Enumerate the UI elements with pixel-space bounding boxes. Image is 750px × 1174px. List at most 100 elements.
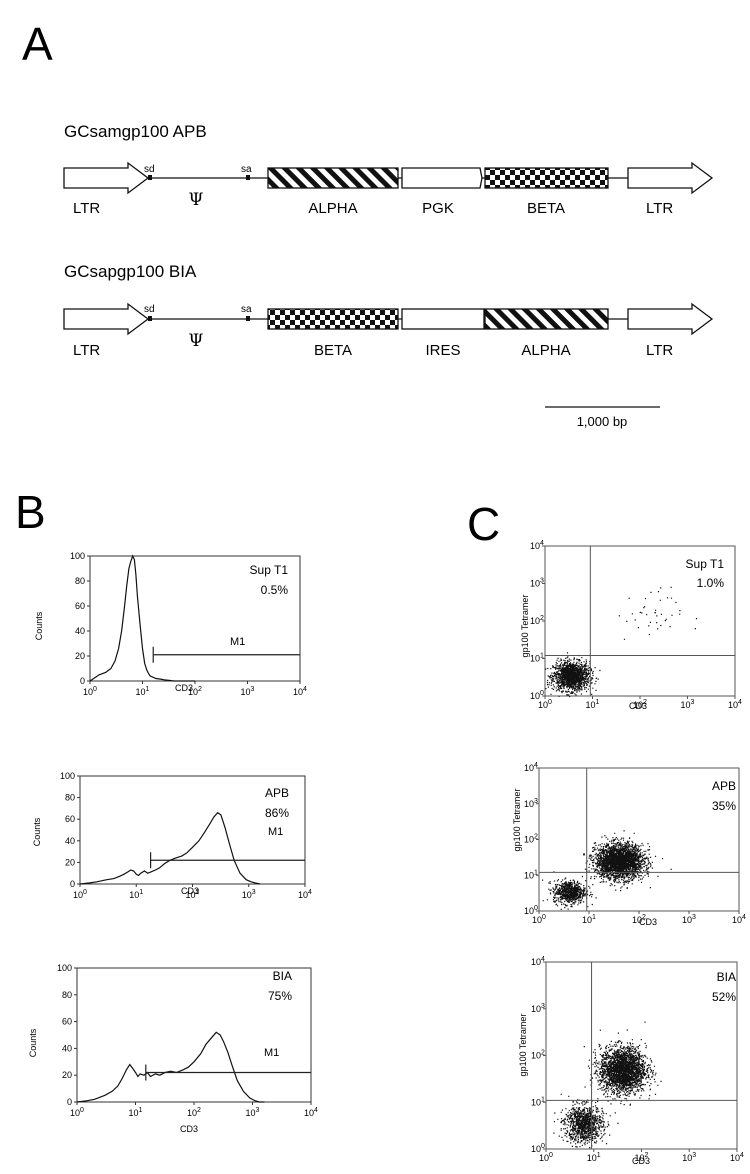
- y-tick-label: 0: [70, 879, 75, 889]
- sd-site: [148, 316, 152, 321]
- sd-label: sd: [144, 164, 155, 175]
- x-tick-label: 100: [70, 1107, 84, 1118]
- histogram-curve: [89, 554, 195, 682]
- y-axis-label: gp100 Tetramer: [518, 1014, 528, 1077]
- percent-label: 75%: [268, 989, 292, 1003]
- y-axis-label: gp100 Tetramer: [512, 789, 522, 852]
- y-tick-label: 80: [75, 576, 85, 586]
- histogram-sup-t1: Sup T1 0.5% M1 CD3 Counts 0 20 40 60 80 100 10…: [34, 551, 307, 697]
- x-axis-label: CD3: [181, 886, 199, 896]
- x-tick-label: 102: [632, 914, 646, 925]
- construct-title: GCsapgp100 BIA: [64, 262, 197, 281]
- y-tick-label: 60: [65, 814, 75, 824]
- sa-label: sa: [241, 304, 252, 315]
- pgk-promoter: [401, 167, 483, 189]
- y-tick-label: 104: [531, 956, 545, 967]
- y-tick-label: 102: [530, 615, 544, 626]
- y-tick-label: 100: [70, 551, 85, 561]
- alpha-block: [267, 167, 399, 189]
- x-tick-label: 102: [633, 699, 647, 710]
- sa-label: sa: [241, 164, 252, 175]
- x-tick-label: 104: [298, 889, 312, 900]
- x-axis-label: CD3: [632, 1156, 650, 1166]
- construct-title: GCsamgp100 APB: [64, 122, 207, 141]
- y-tick-label: 20: [75, 651, 85, 661]
- x-tick-label: 103: [682, 1152, 696, 1163]
- scatter-points: [545, 586, 698, 698]
- y-tick-label: 20: [62, 1070, 72, 1080]
- x-tick-label: 100: [539, 1152, 553, 1163]
- y-tick-label: 100: [60, 771, 75, 781]
- x-tick-label: 100: [83, 686, 97, 697]
- x-tick-label: 101: [586, 699, 600, 710]
- gate-label: M1: [230, 636, 245, 648]
- alpha-block: [484, 308, 609, 330]
- histogram-curve: [76, 1031, 265, 1103]
- ltr-arrow-right: [627, 161, 714, 195]
- y-axis-label: gp100 Tetramer: [520, 595, 530, 658]
- x-tick-label: 104: [728, 699, 742, 710]
- x-tick-label: 101: [587, 1152, 601, 1163]
- block1-label: BETA: [314, 342, 352, 359]
- ltr-arrow-left: [63, 161, 150, 195]
- y-tick-label: 40: [62, 1043, 72, 1053]
- panel-b-letter: B: [15, 486, 46, 538]
- ires-element: [401, 308, 485, 330]
- percent-label: 52%: [712, 990, 736, 1004]
- x-tick-label: 100: [73, 889, 87, 900]
- sample-label: Sup T1: [250, 563, 289, 577]
- panel-c-letter: C: [467, 498, 500, 550]
- y-tick-label: 103: [531, 1003, 545, 1014]
- construct-bia: GCsapgp100 BIA sd sa LTR Ψ BETA IRES ALP…: [63, 262, 714, 359]
- ltr-right-label: LTR: [646, 342, 673, 359]
- x-tick-label: 104: [730, 1152, 744, 1163]
- y-axis-label: Counts: [34, 611, 44, 640]
- y-tick-label: 20: [65, 857, 75, 867]
- ltr-right-label: LTR: [646, 200, 673, 217]
- y-tick-label: 104: [530, 540, 544, 551]
- x-tick-label: 102: [188, 686, 202, 697]
- block1-label: ALPHA: [308, 200, 357, 217]
- percent-label: 1.0%: [697, 576, 725, 590]
- block2-label: PGK: [422, 200, 454, 217]
- block3-label: BETA: [527, 200, 565, 217]
- histogram-curve: [79, 811, 261, 885]
- y-tick-label: 101: [531, 1096, 545, 1107]
- x-tick-label: 101: [136, 686, 150, 697]
- y-tick-label: 0: [67, 1097, 72, 1107]
- scatter-points: [553, 1021, 662, 1149]
- block3-label: ALPHA: [521, 342, 570, 359]
- x-tick-label: 103: [241, 686, 255, 697]
- y-tick-label: 103: [530, 578, 544, 589]
- y-tick-label: 40: [65, 836, 75, 846]
- x-tick-label: 103: [681, 699, 695, 710]
- x-tick-label: 103: [242, 889, 256, 900]
- construct-apb: GCsamgp100 APB sd sa LTR Ψ ALPHA PGK BET…: [63, 122, 714, 217]
- y-tick-label: 100: [531, 1143, 545, 1154]
- y-tick-label: 102: [524, 834, 538, 845]
- scale-bar-label: 1,000 bp: [577, 414, 628, 429]
- sample-label: BIA: [273, 969, 292, 983]
- ltr-arrow-right: [627, 302, 714, 336]
- ltr-arrow-left: [63, 302, 150, 336]
- y-tick-label: 0: [80, 676, 85, 686]
- sa-site: [246, 175, 250, 180]
- x-tick-label: 101: [129, 1107, 143, 1118]
- x-tick-label: 100: [538, 699, 552, 710]
- percent-label: 35%: [712, 799, 736, 813]
- psi-symbol: Ψ: [189, 331, 204, 351]
- panel-a-letter: A: [22, 18, 53, 70]
- x-axis-label: CD3: [180, 1124, 198, 1134]
- beta-block: [267, 308, 399, 330]
- y-axis-label: Counts: [32, 817, 42, 846]
- x-tick-label: 104: [732, 914, 746, 925]
- x-tick-label: 102: [186, 889, 200, 900]
- x-tick-label: 103: [246, 1107, 260, 1118]
- x-tick-label: 102: [187, 1107, 201, 1118]
- y-tick-label: 40: [75, 626, 85, 636]
- y-tick-label: 80: [65, 793, 75, 803]
- percent-label: 0.5%: [261, 583, 289, 597]
